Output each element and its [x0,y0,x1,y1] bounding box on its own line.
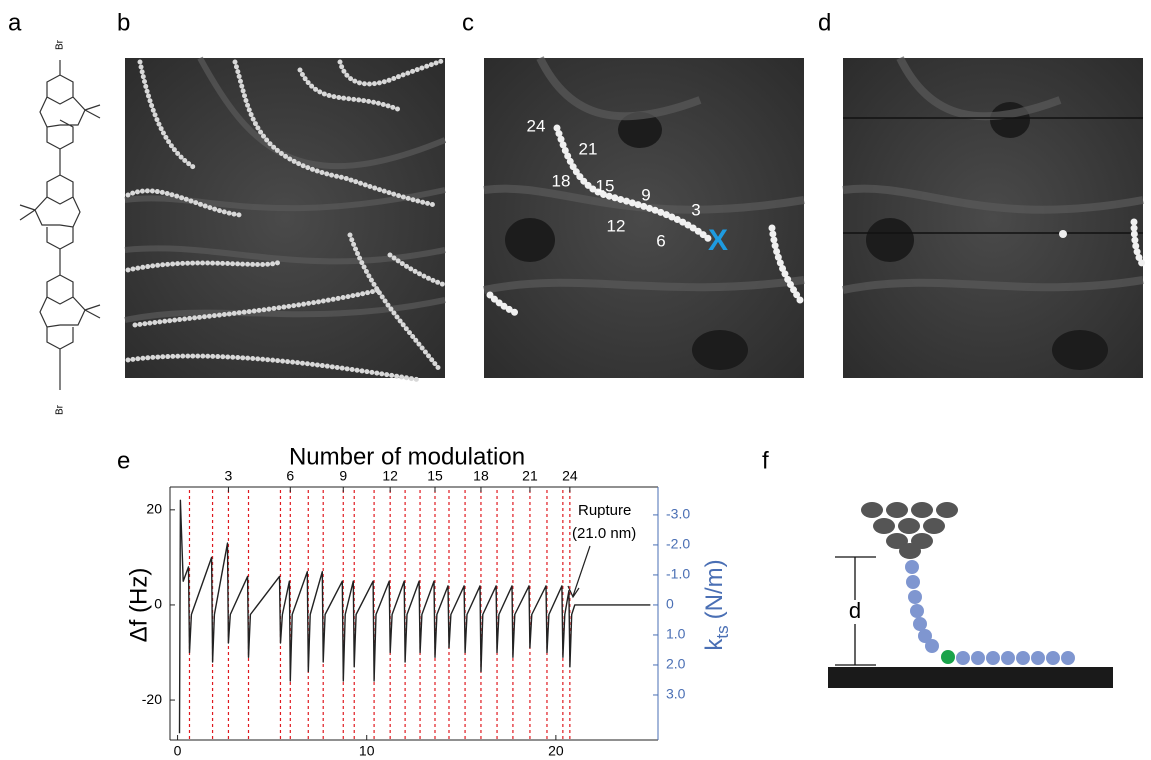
y-axis-label: Δf (Hz) [125,568,152,643]
panel-label: e [117,447,130,474]
x-tick-label: 20 [548,743,564,759]
annotation: (21.0 nm) [572,525,636,542]
modulation-label: 12 [607,216,626,235]
top-tick-label: 6 [286,468,294,484]
annotation: Rupture [578,502,631,519]
y2-tick-label: 3.0 [666,686,686,702]
x-tick-label: 10 [359,743,375,759]
y2-tick-label: 2.0 [666,656,686,672]
modulation-label: 18 [552,171,571,190]
y-tick-label: 20 [146,501,162,517]
y2-label-unit: (N/m) [701,559,728,619]
y2-tick-label: -2.0 [666,536,690,552]
y-tick-label: 0 [154,596,162,612]
top-tick-label: 21 [522,468,538,484]
y2-label-symbol: k [701,638,728,651]
distance-label: d [849,598,861,623]
panel-label: c [462,9,474,36]
stm-image [124,56,448,383]
y2-label-subscript: ts [713,625,732,638]
y2-axis-label: kts (N/m) [701,559,732,650]
modulation-label: 24 [527,116,546,135]
top-tick-label: 18 [473,468,489,484]
top-tick-label: 15 [427,468,443,484]
molecule [19,60,101,390]
y2-tick-label: 0 [666,596,674,612]
modulation-label: 9 [641,185,650,204]
y2-tick-label: 1.0 [666,626,686,642]
modulation-label: 15 [596,176,615,195]
modulation-label: 3 [691,200,700,219]
annotation-arrow [567,545,591,599]
top-tick-label: 24 [562,468,578,484]
data-line [178,499,651,734]
panel-label: a [8,9,22,36]
afm-diagram: d [828,502,1113,688]
panel-label: b [117,9,130,36]
y2-tick-label: -1.0 [666,566,690,582]
stm-image: 24 21 18 15 9 3 12 6 X [483,56,805,378]
x-tick-label: 0 [174,743,182,759]
panel-label: f [762,447,769,474]
panel-label: d [818,9,831,36]
chart: Number of modulation Δf (Hz) kts (N/m) Ru… [125,443,732,758]
modulation-label: 6 [656,231,665,250]
chart-title: Number of modulation [289,443,525,470]
top-tick-label: 12 [382,468,398,484]
y-tick-label: -20 [142,691,162,707]
top-tick-label: 9 [339,468,347,484]
atom-label: Br [55,404,66,415]
modulation-label: 21 [579,139,598,158]
y2-tick-label: -3.0 [666,506,690,522]
atom-label: Br [55,39,66,50]
top-tick-label: 3 [225,468,233,484]
tip-marker: X [708,224,728,257]
stm-image [842,56,1147,378]
